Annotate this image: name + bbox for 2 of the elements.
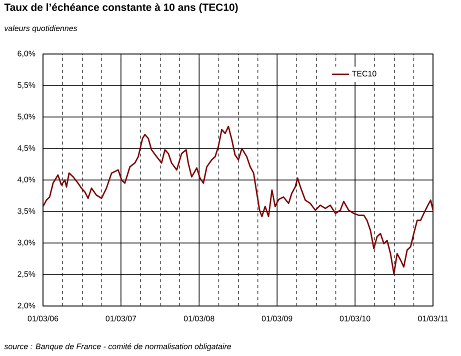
chart-title: Taux de l’échéance constante à 10 ans (TEC10) <box>4 3 238 14</box>
line-series <box>43 126 434 275</box>
